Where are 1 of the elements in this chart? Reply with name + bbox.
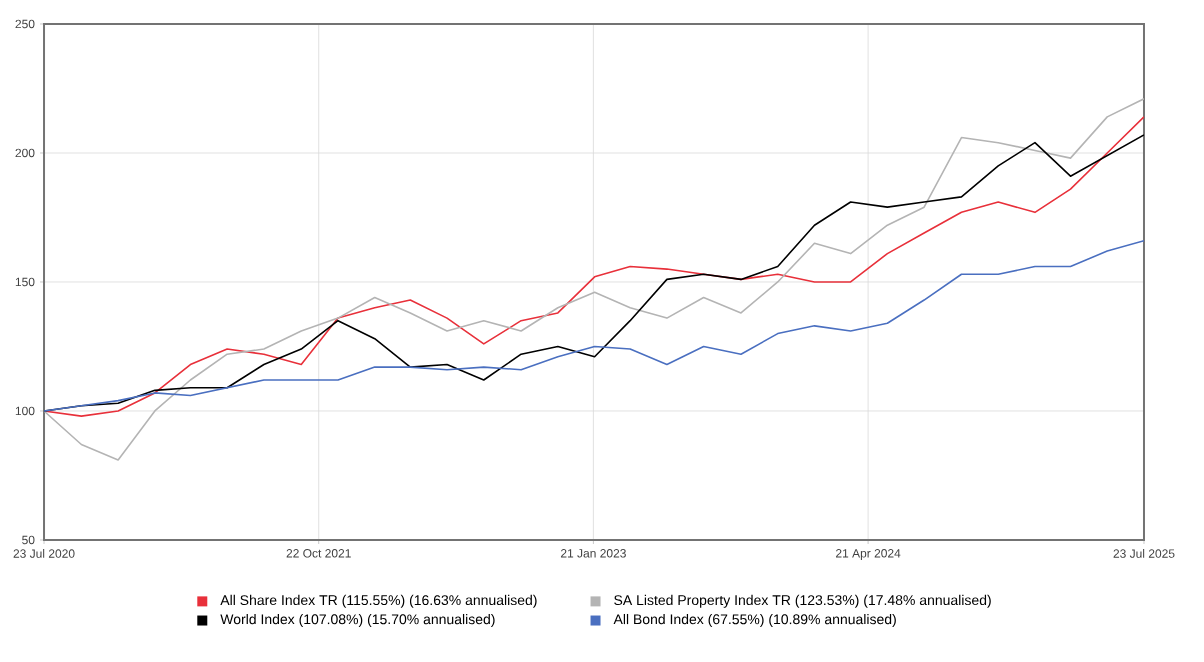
line-series: [44, 98, 1144, 461]
